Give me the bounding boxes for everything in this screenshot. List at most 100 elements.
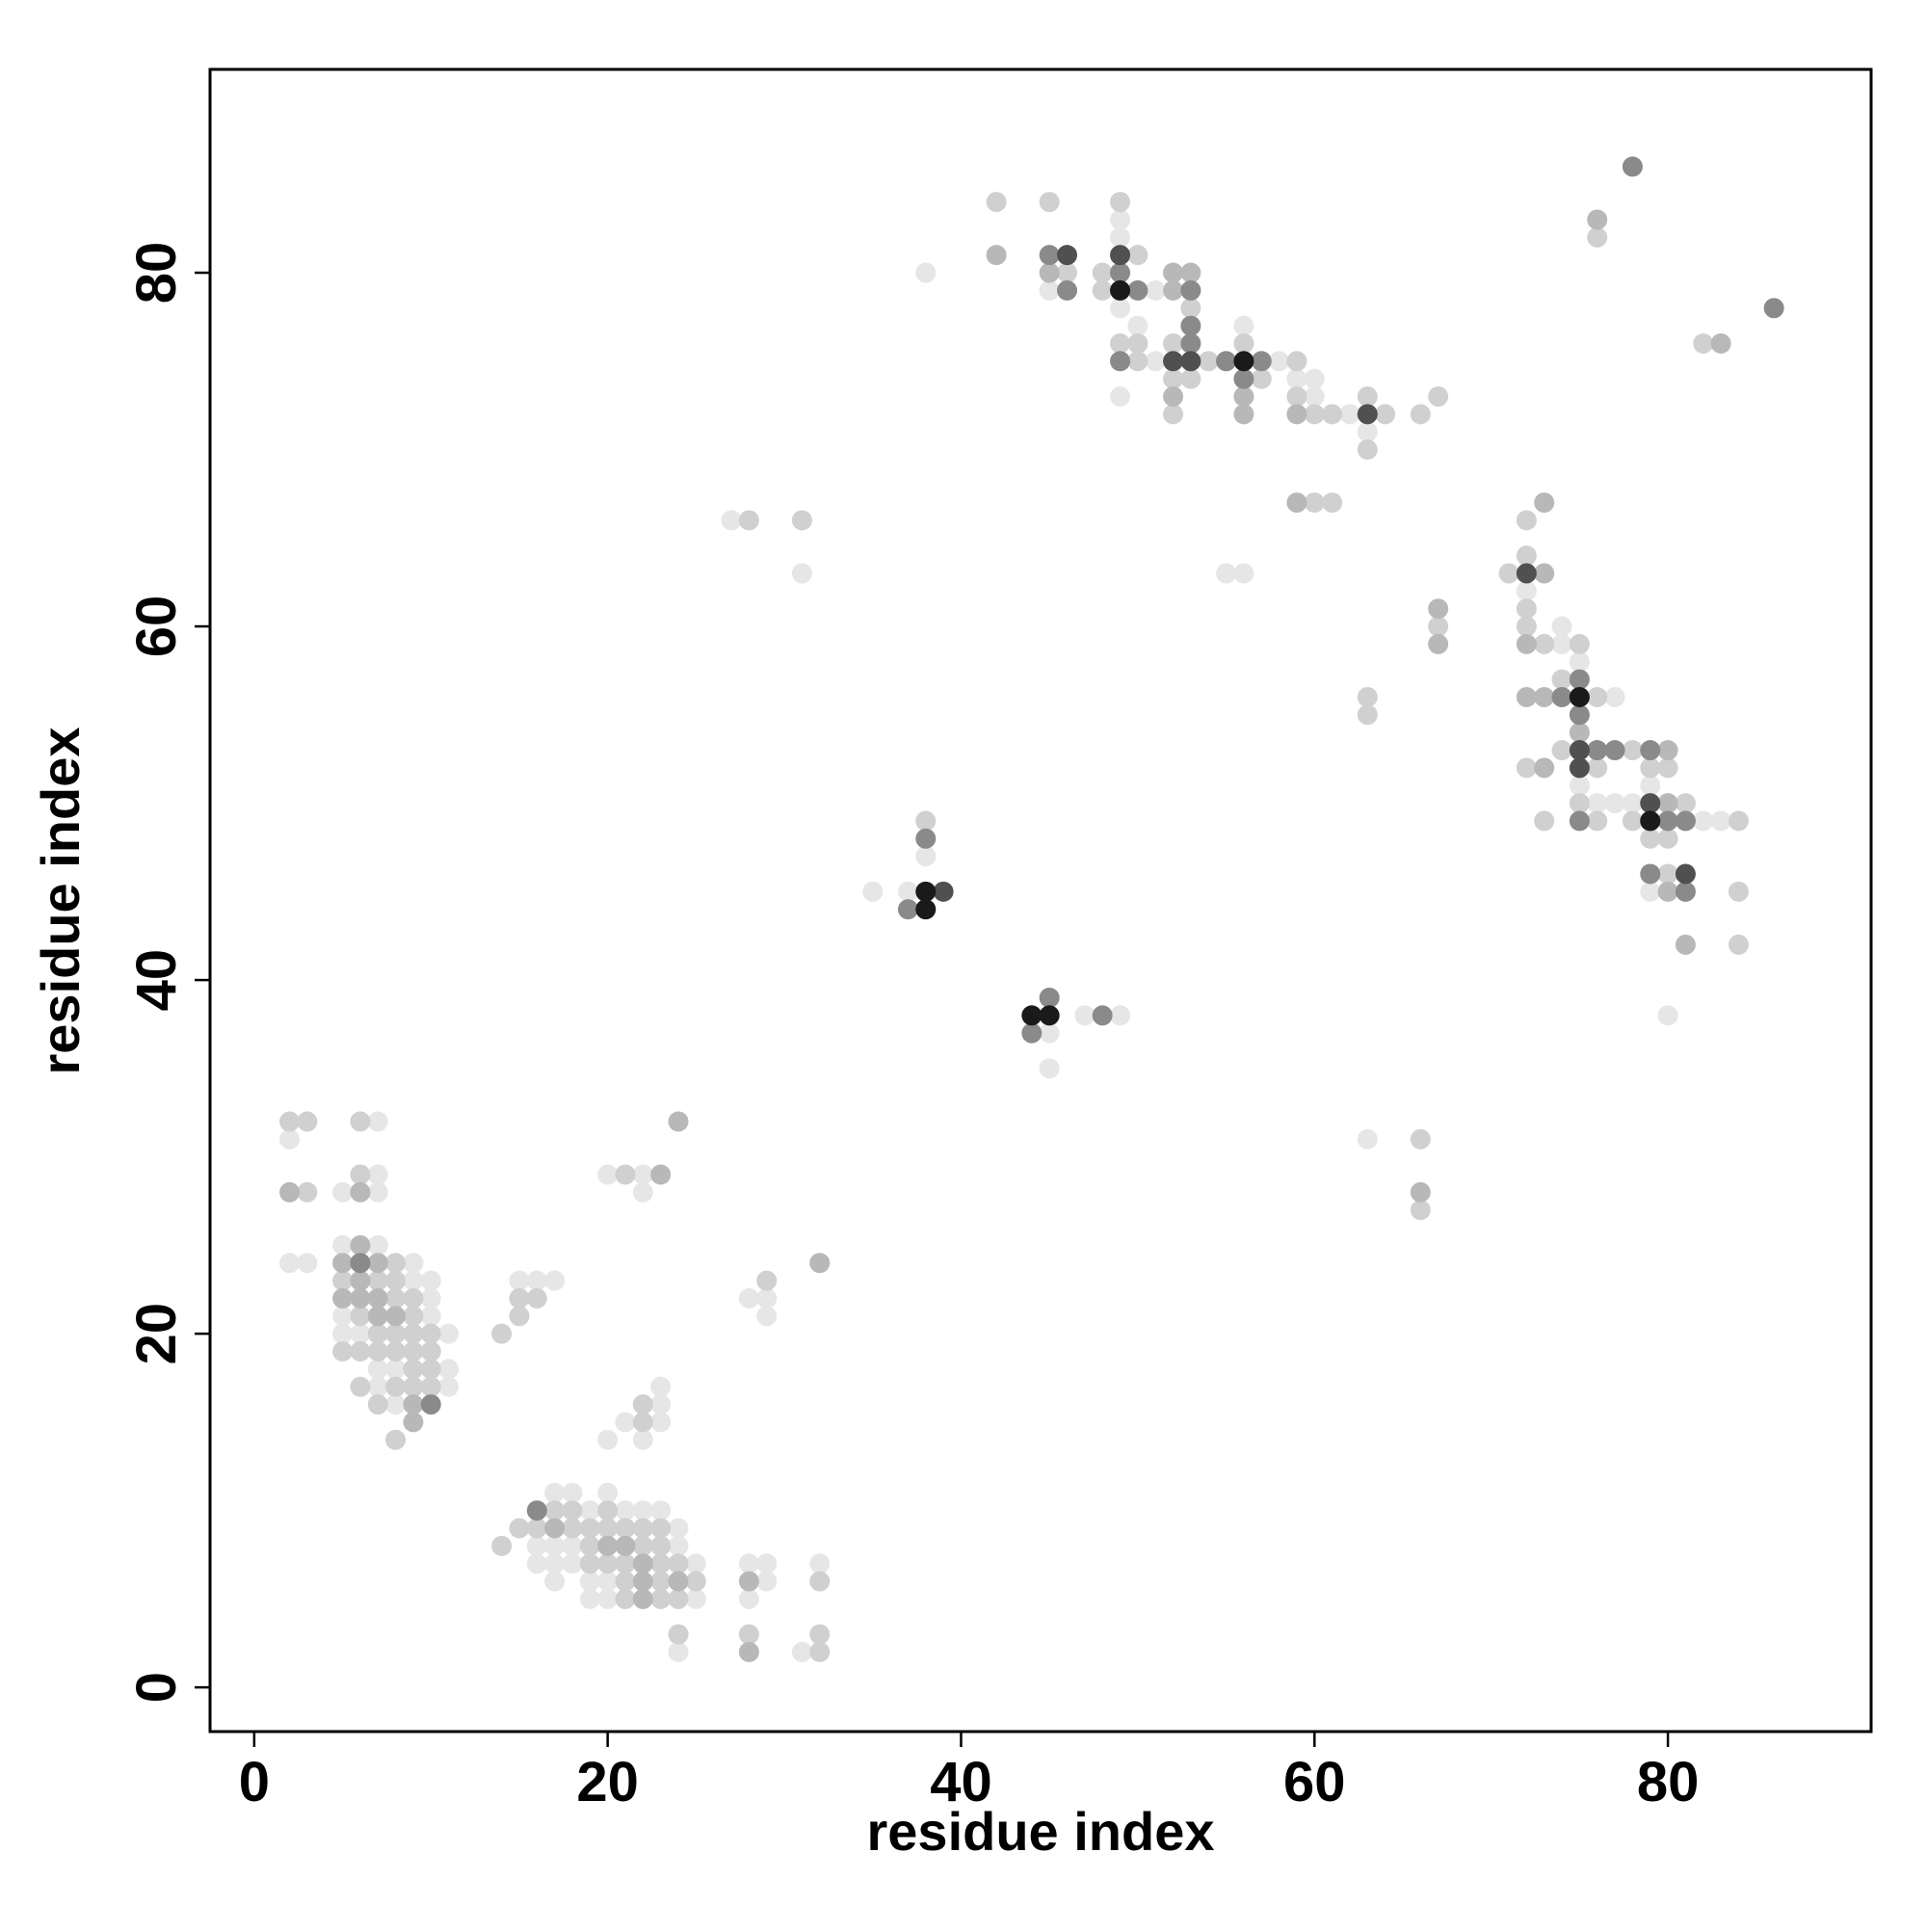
contact-point bbox=[1092, 1005, 1113, 1026]
contact-point bbox=[350, 1340, 371, 1362]
contact-point bbox=[738, 1287, 759, 1309]
contact-point bbox=[791, 1641, 812, 1662]
contact-point bbox=[367, 1270, 388, 1291]
contact-point bbox=[668, 1571, 689, 1592]
contact-point bbox=[438, 1376, 460, 1397]
contact-point bbox=[1763, 298, 1784, 319]
contact-point bbox=[1074, 1005, 1095, 1026]
contact-point bbox=[1039, 1005, 1060, 1026]
contact-point bbox=[1640, 740, 1661, 761]
contact-point bbox=[1587, 226, 1608, 248]
contact-point bbox=[526, 1518, 547, 1539]
contact-point bbox=[933, 881, 954, 902]
contact-point bbox=[579, 1535, 600, 1556]
plot-frame bbox=[208, 67, 1873, 1734]
contact-point bbox=[1039, 987, 1060, 1008]
contact-point bbox=[1021, 1005, 1043, 1026]
contact-point bbox=[668, 1535, 689, 1556]
contact-point bbox=[668, 1518, 689, 1539]
contact-point bbox=[1587, 810, 1608, 832]
contact-point bbox=[1110, 262, 1131, 283]
contact-point bbox=[986, 245, 1007, 266]
contact-point bbox=[668, 1624, 689, 1645]
contact-point bbox=[385, 1376, 407, 1397]
contact-point bbox=[420, 1287, 441, 1309]
contact-point bbox=[367, 1253, 388, 1274]
contact-point bbox=[544, 1553, 566, 1575]
contact-point bbox=[1410, 404, 1431, 425]
contact-point bbox=[1516, 598, 1537, 620]
contact-point bbox=[1110, 298, 1131, 319]
contact-point bbox=[1233, 563, 1254, 584]
contact-point bbox=[420, 1394, 441, 1416]
contact-point bbox=[1569, 651, 1590, 673]
contact-point bbox=[1127, 315, 1148, 336]
contact-point bbox=[597, 1482, 619, 1503]
contact-point bbox=[1127, 279, 1148, 301]
contact-point bbox=[1622, 810, 1643, 832]
contact-point bbox=[738, 1624, 759, 1645]
contact-point bbox=[1057, 245, 1078, 266]
contact-point bbox=[597, 1429, 619, 1450]
contact-point bbox=[650, 1500, 672, 1522]
contact-point bbox=[1233, 368, 1254, 389]
contact-point bbox=[403, 1340, 424, 1362]
contact-point bbox=[403, 1287, 424, 1309]
contact-point bbox=[615, 1412, 636, 1433]
contact-point bbox=[1498, 563, 1519, 584]
contact-point bbox=[1357, 421, 1378, 442]
contact-point bbox=[1551, 686, 1572, 707]
contact-point bbox=[1516, 510, 1537, 531]
contact-point bbox=[1675, 793, 1696, 814]
contact-point bbox=[615, 1164, 636, 1185]
x-tick-label: 40 bbox=[930, 1751, 992, 1813]
contact-point bbox=[350, 1270, 371, 1291]
contact-point bbox=[1357, 686, 1378, 707]
y-tick-label: 80 bbox=[125, 242, 188, 304]
contact-point bbox=[350, 1287, 371, 1309]
contact-point bbox=[1675, 881, 1696, 902]
contact-point bbox=[562, 1518, 583, 1539]
contact-point bbox=[632, 1181, 653, 1203]
contact-point bbox=[350, 1234, 371, 1256]
contact-point bbox=[544, 1270, 566, 1291]
x-axis-title: residue index bbox=[866, 1801, 1214, 1862]
contact-point bbox=[650, 1588, 672, 1609]
contact-point bbox=[597, 1500, 619, 1522]
contact-point bbox=[509, 1270, 530, 1291]
contact-point bbox=[420, 1270, 441, 1291]
contact-point bbox=[367, 1111, 388, 1132]
contact-point bbox=[756, 1571, 778, 1592]
contact-point bbox=[1110, 209, 1131, 230]
contact-point bbox=[809, 1624, 831, 1645]
contact-point bbox=[668, 1588, 689, 1609]
contact-point bbox=[1110, 385, 1131, 407]
contact-point bbox=[1251, 368, 1272, 389]
contact-point bbox=[1233, 385, 1254, 407]
contact-point bbox=[1198, 351, 1219, 372]
contact-point bbox=[1286, 351, 1307, 372]
contact-point bbox=[350, 1306, 371, 1327]
contact-point bbox=[1569, 686, 1590, 707]
contact-point bbox=[526, 1287, 547, 1309]
contact-point bbox=[1410, 1200, 1431, 1221]
contact-point bbox=[526, 1535, 547, 1556]
contact-point bbox=[1021, 1022, 1043, 1044]
contact-point bbox=[1640, 793, 1661, 814]
contact-point bbox=[615, 1500, 636, 1522]
contact-point bbox=[1569, 757, 1590, 779]
contact-point bbox=[297, 1253, 318, 1274]
contact-point bbox=[1110, 192, 1131, 213]
contact-point bbox=[1640, 775, 1661, 796]
contact-point bbox=[350, 1181, 371, 1203]
contact-point bbox=[632, 1535, 653, 1556]
contact-point bbox=[915, 846, 937, 867]
contact-point bbox=[279, 1111, 301, 1132]
contact-point bbox=[403, 1306, 424, 1327]
contact-point bbox=[1551, 669, 1572, 690]
y-tick-label: 60 bbox=[125, 595, 188, 658]
contact-point bbox=[1110, 1005, 1131, 1026]
contact-point bbox=[403, 1323, 424, 1344]
contact-point bbox=[1286, 385, 1307, 407]
